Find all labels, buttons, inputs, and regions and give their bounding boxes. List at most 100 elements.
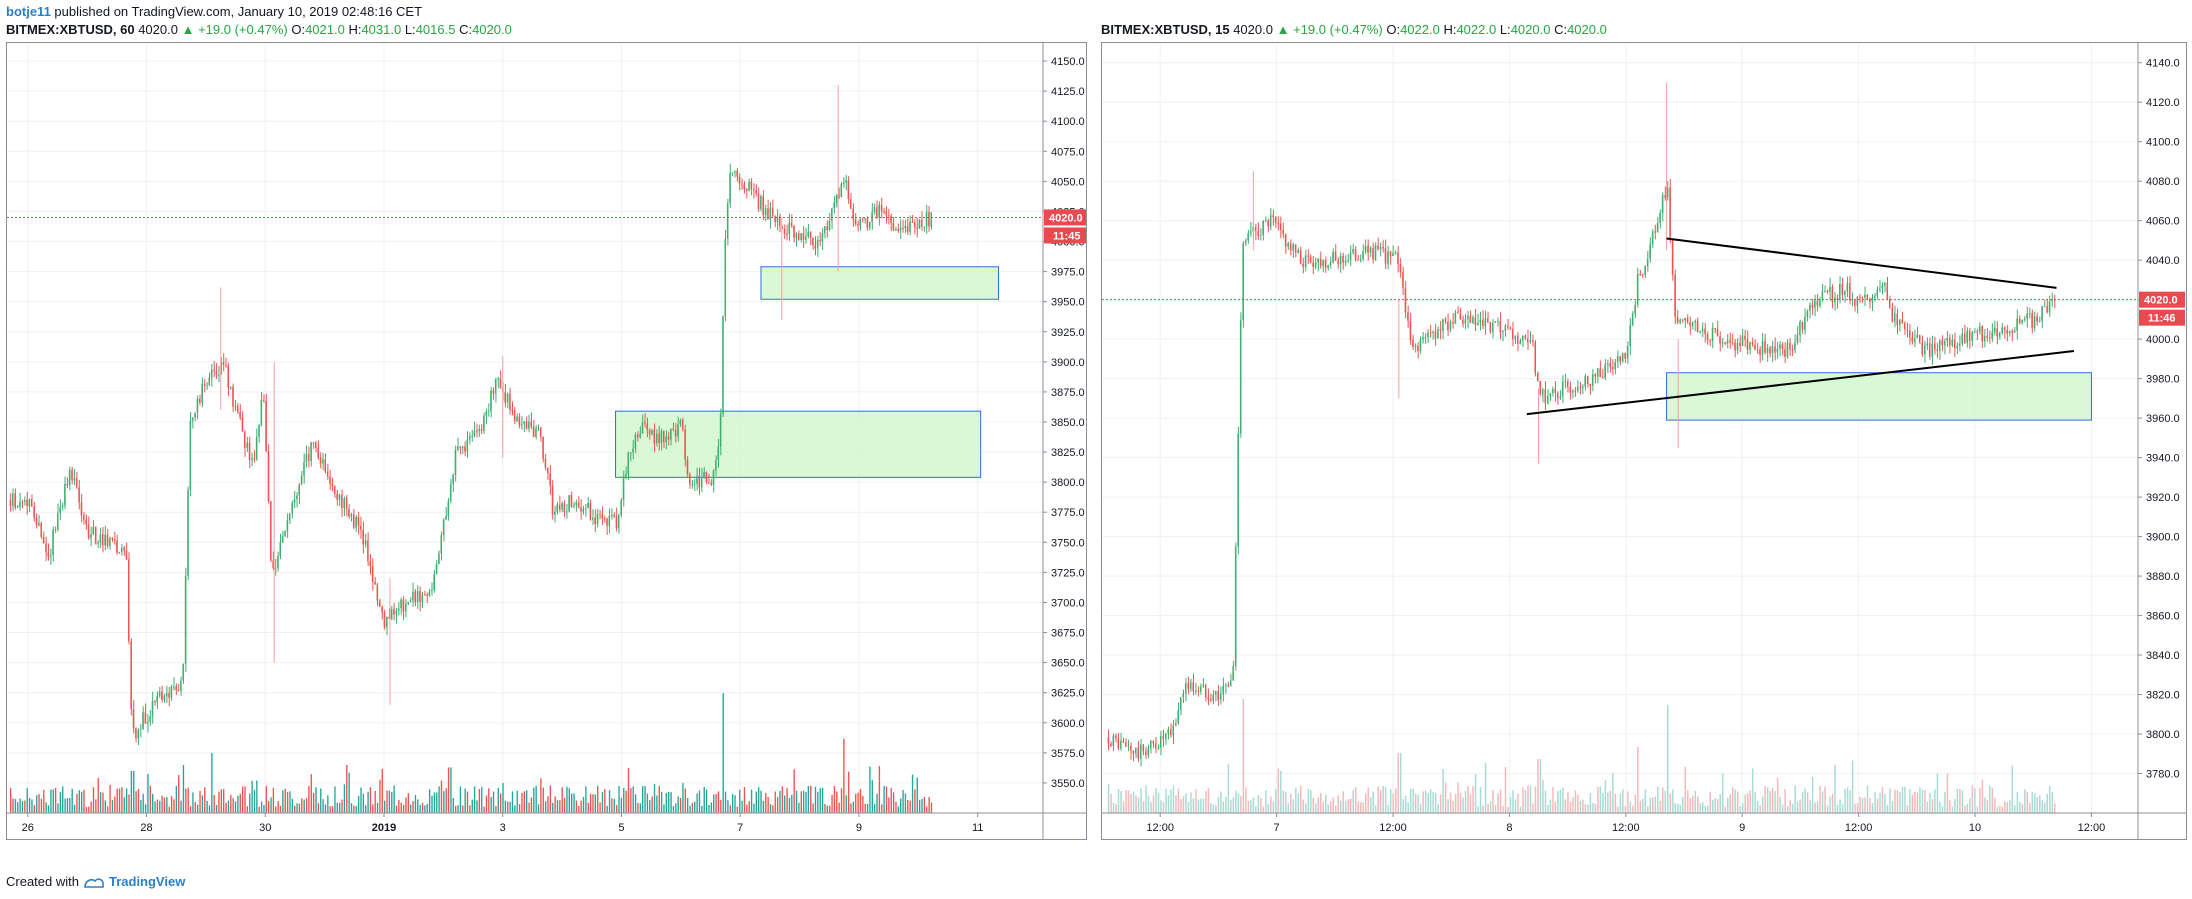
candle-body: [1234, 546, 1237, 667]
symbol-name[interactable]: BITMEX:XBTUSD, 15: [1101, 22, 1230, 37]
volume-bar: [1839, 799, 1841, 813]
candle-body: [1244, 240, 1247, 244]
volume-bar: [1759, 805, 1761, 813]
candle-body: [1467, 315, 1469, 320]
volume-bar: [223, 788, 225, 813]
candle-body: [547, 467, 549, 474]
candle-body: [1422, 337, 1424, 340]
volume-bar: [357, 795, 360, 813]
volume-bar: [1484, 762, 1487, 813]
volume-bar: [888, 797, 890, 813]
candle-body: [1164, 733, 1167, 740]
candle-body: [1504, 325, 1507, 331]
y-tick-label: 3700.0: [1051, 597, 1085, 609]
candle-body: [497, 378, 499, 380]
volume-bar: [1167, 794, 1170, 813]
candle-body: [426, 594, 428, 596]
candle-body: [1651, 231, 1654, 245]
chart-pane-right[interactable]: 3780.0 3800.0 3820.0 3840.0 3860.0 3880.0 3900…: [1101, 42, 2187, 840]
candle-body: [1194, 690, 1197, 692]
volume-bar: [615, 805, 618, 813]
candle-body: [386, 617, 388, 628]
volume-bar: [1639, 800, 1642, 813]
volume-bar: [568, 788, 570, 813]
volume-bar: [573, 793, 575, 813]
up-arrow-icon: ▲: [181, 22, 195, 37]
candle-body: [1879, 288, 1881, 290]
y-tick-label: 3840.0: [2146, 650, 2180, 662]
candle-body: [87, 524, 90, 539]
candle-body: [1741, 335, 1744, 346]
candle-body: [809, 232, 812, 238]
author-link[interactable]: botje11: [6, 4, 51, 19]
volume-bar: [1659, 800, 1662, 813]
y-tick-label: 3800.0: [1051, 477, 1085, 489]
volume-bar: [1519, 806, 1522, 813]
volume-bar: [1210, 802, 1212, 813]
candle-body: [800, 233, 802, 240]
candle-body: [1649, 244, 1651, 259]
volume-bar: [135, 791, 137, 813]
candle-body: [1911, 337, 1913, 343]
volume-bar: [736, 806, 739, 813]
candle-body: [587, 502, 589, 509]
volume-bar: [445, 788, 447, 813]
candle-body: [1621, 353, 1624, 362]
candle-body: [734, 170, 736, 173]
candle-body: [1581, 386, 1584, 388]
candle-body: [1574, 390, 1576, 392]
volume-bar: [454, 806, 457, 813]
volume-bar: [1152, 795, 1155, 813]
candle-body: [483, 415, 485, 431]
y-tick-label: 4000.0: [2146, 334, 2180, 346]
candle-body: [246, 442, 248, 448]
candlestick-chart-left[interactable]: 3550.03575.03600.03625.03650.03675.03700…: [7, 43, 1090, 839]
chart-pane-left[interactable]: 3550.0 3575.0 3600.0 3625.0 3650.0 3675.0 3700…: [6, 42, 1090, 840]
volume-bar: [812, 803, 814, 813]
volume-bar: [111, 799, 114, 813]
candle-body: [1242, 243, 1244, 321]
candle-body: [523, 421, 525, 424]
candle-body: [1938, 340, 1941, 351]
candle-body: [241, 417, 244, 432]
volume-bar: [381, 768, 383, 813]
candle-body: [265, 400, 267, 452]
volume-bar: [1190, 792, 1192, 813]
candle-body: [689, 474, 691, 485]
volume-bar: [360, 787, 362, 813]
volume-bar: [1682, 796, 1684, 813]
volume-bar: [194, 802, 196, 813]
volume-bar: [289, 791, 291, 813]
volume-bar: [895, 801, 897, 813]
volume-bar: [1130, 793, 1132, 813]
volume-bar: [163, 797, 166, 813]
candle-body: [1844, 291, 1846, 295]
volume-bar: [623, 787, 625, 813]
candle-body: [1207, 697, 1209, 700]
candle-body: [1439, 329, 1442, 331]
x-tick-label: 26: [22, 822, 34, 834]
candle-body: [778, 216, 781, 227]
volume-bar: [1479, 787, 1482, 813]
volume-bar: [795, 790, 798, 813]
y-tick-label: 3650.0: [1051, 658, 1085, 670]
volume-bar: [907, 800, 909, 813]
volume-bar: [412, 800, 414, 813]
tradingview-brand-link[interactable]: TradingView: [108, 874, 186, 889]
volume-bar: [362, 793, 365, 813]
symbol-name[interactable]: BITMEX:XBTUSD, 60: [6, 22, 135, 37]
volume-bar: [791, 794, 793, 813]
volume-bar: [317, 803, 320, 813]
volume-bar: [677, 796, 679, 813]
volume-bar: [36, 795, 38, 813]
volume-bar: [1442, 768, 1444, 813]
candle-body: [305, 454, 308, 463]
candle-body: [1961, 333, 1963, 344]
candle-body: [1901, 319, 1903, 324]
candle-body: [1247, 233, 1249, 241]
volume-bar: [774, 791, 776, 813]
volume-bar: [1200, 798, 1202, 813]
volume-bar: [490, 797, 492, 813]
volume-bar: [926, 806, 928, 813]
candlestick-chart-right[interactable]: 3780.03800.03820.03840.03860.03880.03900…: [1102, 43, 2186, 839]
